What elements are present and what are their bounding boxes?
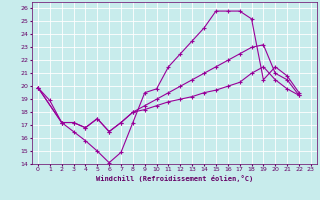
X-axis label: Windchill (Refroidissement éolien,°C): Windchill (Refroidissement éolien,°C) [96, 175, 253, 182]
